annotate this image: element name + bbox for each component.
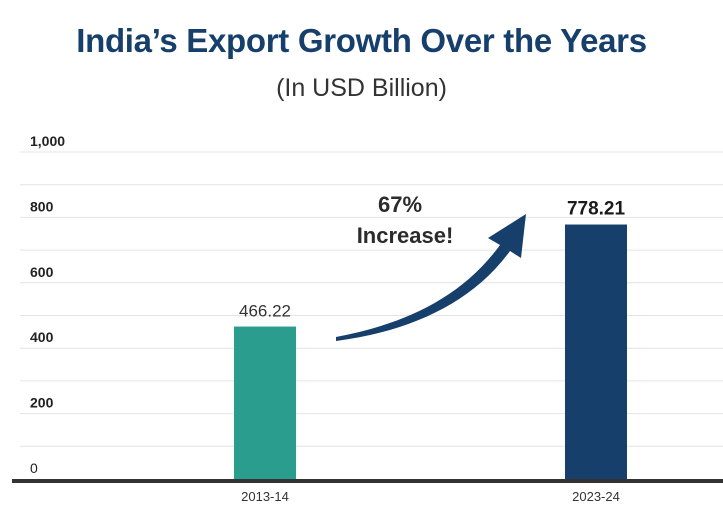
y-tick-label: 0: [30, 460, 38, 476]
annotation-increase: Increase!: [357, 223, 454, 248]
data-label: 466.22: [239, 302, 291, 321]
chart-subtitle: (In USD Billion): [276, 74, 447, 102]
y-tick-label: 600: [30, 264, 54, 280]
x-tick-label: 2023-24: [572, 489, 620, 504]
data-label: 778.21: [567, 199, 626, 220]
x-tick-label: 2013-14: [241, 489, 289, 504]
increase-arrow-icon: [336, 214, 526, 341]
annotation-percent: 67%: [378, 192, 422, 217]
y-tick-label: 400: [30, 329, 54, 345]
y-tick-label: 200: [30, 395, 54, 411]
y-tick-label: 1,000: [30, 133, 65, 149]
bar-2013-14: [234, 326, 296, 479]
bar-2023-24: [565, 224, 627, 479]
chart-title: India’s Export Growth Over the Years: [76, 22, 647, 59]
x-axis-line: [12, 479, 723, 483]
y-tick-label: 800: [30, 198, 54, 214]
